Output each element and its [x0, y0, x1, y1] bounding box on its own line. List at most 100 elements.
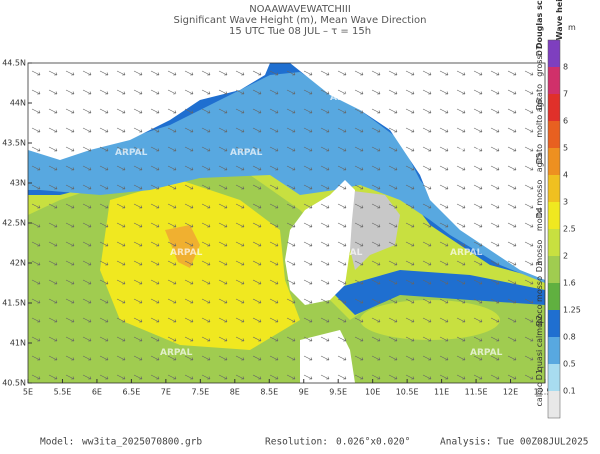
direction-arrow — [99, 336, 109, 342]
direction-arrow — [507, 260, 517, 266]
colorbar-band — [548, 67, 560, 94]
direction-arrow — [524, 279, 534, 285]
direction-arrow — [252, 374, 262, 380]
direction-arrow — [490, 146, 500, 152]
direction-arrow — [354, 298, 364, 304]
direction-arrow — [354, 127, 364, 133]
direction-arrow — [371, 127, 381, 133]
direction-arrow — [31, 336, 41, 342]
direction-arrow — [490, 70, 500, 76]
direction-arrow — [150, 127, 160, 133]
direction-arrow — [252, 108, 262, 114]
direction-arrow — [371, 241, 381, 247]
direction-arrow — [184, 222, 194, 228]
direction-arrow — [167, 298, 177, 304]
colorbar-unit: m — [568, 23, 576, 32]
direction-arrow — [48, 108, 58, 114]
direction-arrow — [48, 336, 58, 342]
direction-arrow — [150, 317, 160, 323]
direction-arrow — [133, 184, 143, 190]
direction-arrow — [65, 70, 75, 76]
direction-arrow — [473, 260, 483, 266]
direction-arrow — [507, 146, 517, 152]
direction-arrow — [337, 89, 347, 95]
lat-label: 40.5N — [2, 379, 26, 388]
colorbar-band — [548, 337, 560, 364]
direction-arrow — [320, 374, 330, 380]
direction-arrow — [218, 298, 228, 304]
direction-arrow — [524, 203, 534, 209]
direction-arrow — [490, 203, 500, 209]
direction-arrow — [439, 203, 449, 209]
direction-arrow — [439, 317, 449, 323]
direction-arrow — [201, 279, 211, 285]
direction-arrow — [320, 298, 330, 304]
direction-arrow — [235, 336, 245, 342]
direction-arrow — [473, 165, 483, 171]
title: NOAAWAVEWATCHIII — [249, 4, 351, 15]
direction-arrow — [473, 146, 483, 152]
direction-arrow — [31, 184, 41, 190]
direction-arrow — [286, 260, 296, 266]
direction-arrow — [48, 127, 58, 133]
direction-arrow — [218, 374, 228, 380]
direction-arrow — [150, 222, 160, 228]
direction-arrow — [218, 165, 228, 171]
direction-arrow — [116, 222, 126, 228]
sea-state: poco mosso — [535, 276, 544, 324]
colorbar-band — [548, 256, 560, 283]
direction-arrow — [31, 165, 41, 171]
direction-arrow — [371, 203, 381, 209]
watermark: ARPAL — [330, 93, 363, 103]
direction-arrow — [82, 260, 92, 266]
direction-arrow — [405, 222, 415, 228]
direction-arrow — [405, 70, 415, 76]
direction-arrow — [422, 374, 432, 380]
douglas-label: D5 — [535, 153, 544, 164]
direction-arrow — [48, 184, 58, 190]
direction-arrow — [269, 127, 279, 133]
direction-arrow — [65, 165, 75, 171]
direction-arrow — [439, 241, 449, 247]
direction-arrow — [490, 127, 500, 133]
colorbar-label: 1.25 — [563, 306, 581, 315]
direction-arrow — [405, 374, 415, 380]
direction-arrow — [201, 165, 211, 171]
direction-arrow — [82, 279, 92, 285]
direction-arrow — [99, 108, 109, 114]
colorbar-band — [548, 148, 560, 175]
direction-arrow — [201, 146, 211, 152]
direction-arrow — [286, 374, 296, 380]
direction-arrow — [439, 127, 449, 133]
direction-arrow — [133, 146, 143, 152]
direction-arrow — [439, 336, 449, 342]
douglas-label: D1 — [535, 369, 544, 380]
lon-label: 9E — [299, 388, 309, 397]
direction-arrow — [184, 374, 194, 380]
direction-arrow — [524, 336, 534, 342]
direction-arrow — [473, 127, 483, 133]
direction-arrow — [320, 260, 330, 266]
direction-arrow — [371, 298, 381, 304]
direction-arrow — [524, 222, 534, 228]
direction-arrow — [65, 146, 75, 152]
direction-arrow — [354, 355, 364, 361]
direction-arrow — [473, 355, 483, 361]
direction-arrow — [439, 108, 449, 114]
direction-arrow — [235, 146, 245, 152]
direction-arrow — [65, 317, 75, 323]
direction-arrow — [235, 127, 245, 133]
analysis-label: Analysis: — [440, 437, 491, 448]
direction-arrow — [167, 241, 177, 247]
lon-label: 8.5E — [260, 388, 278, 397]
direction-arrow — [422, 165, 432, 171]
direction-arrow — [218, 89, 228, 95]
lon-label: 12E — [503, 388, 518, 397]
direction-arrow — [133, 70, 143, 76]
direction-arrow — [354, 146, 364, 152]
direction-arrow — [388, 203, 398, 209]
no-data — [345, 190, 400, 270]
direction-arrow — [252, 203, 262, 209]
direction-arrow — [218, 279, 228, 285]
